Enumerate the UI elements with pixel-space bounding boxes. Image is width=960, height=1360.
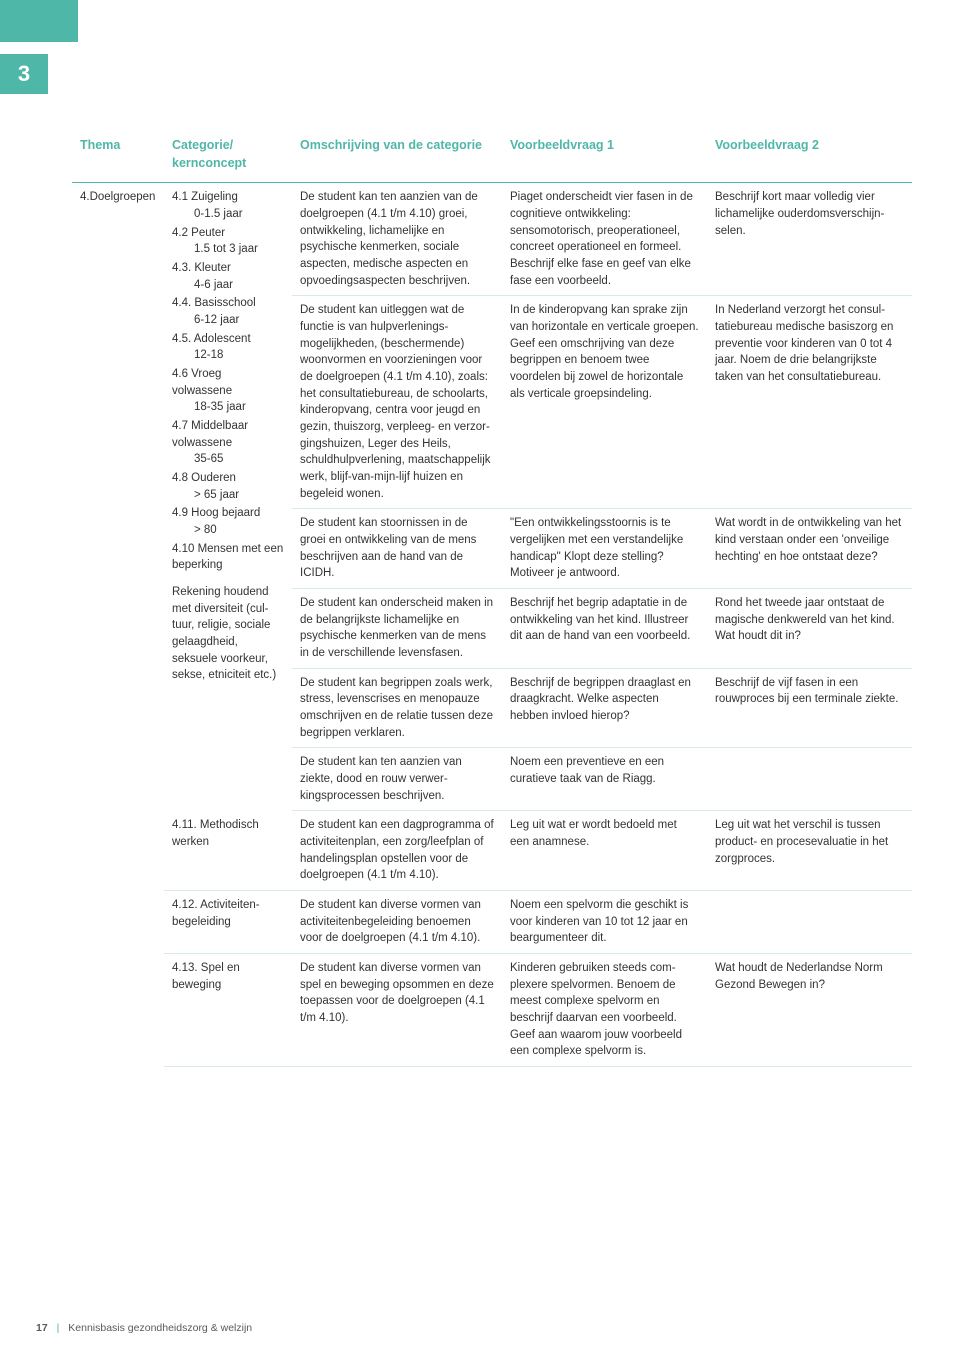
- doelgroep-item: 4.10 Mensen met een beperking: [172, 541, 284, 574]
- doelgroep-item-sub: 12-18: [172, 347, 284, 364]
- footer: 17 | Kennisbasis gezondheidszorg & welzi…: [36, 1321, 252, 1336]
- cell-vv1: Beschrijf het begrip adaptatie in de ont…: [502, 589, 707, 669]
- doelgroep-item-label: 4.7 Middelbaar volwassene: [172, 418, 284, 451]
- cell-omschrijving: De student kan onderscheid maken in de b…: [292, 589, 502, 669]
- cell-vv2: In Nederland verzorgt het consul­tatiebu…: [707, 296, 912, 509]
- cell-vv2: Beschrijf kort maar volledig vier licham…: [707, 183, 912, 296]
- cell-omschrijving: De student kan diverse vormen van spel e…: [292, 954, 502, 1067]
- table-row: 4.11. Methodisch werken De student kan e…: [72, 811, 912, 891]
- cell-vv2: [707, 748, 912, 811]
- cell-vv1: Piaget onderscheidt vier fasen in de cog…: [502, 183, 707, 296]
- doelgroep-item-sub: 35-65: [172, 451, 284, 468]
- cell-categorie: 4.13. Spel en beweging: [164, 954, 292, 1067]
- categorie-note: Rekening houdend met diversiteit (cul­tu…: [172, 584, 284, 684]
- doelgroep-item-label: 4.2 Peuter: [172, 225, 225, 242]
- doelgroep-item: 4.4. Basisschool6-12 jaar: [172, 295, 284, 328]
- doelgroep-item-sub: 6-12 jaar: [172, 312, 284, 329]
- cell-omschrijving: De student kan ten aanzien van ziekte, d…: [292, 748, 502, 811]
- doelgroep-item-label: 4.9 Hoog bejaard: [172, 505, 260, 522]
- col-categorie: Categorie/ kernconcept: [164, 130, 292, 183]
- cell-vv1: Leg uit wat er wordt bedoeld met een ana…: [502, 811, 707, 891]
- cell-vv1: Beschrijf de begrippen draaglast en draa…: [502, 668, 707, 748]
- cell-vv2: Wat houdt de Nederlandse Norm Gezond Bew…: [707, 954, 912, 1067]
- cell-categorie: 4.11. Methodisch werken: [164, 811, 292, 891]
- cell-vv1: Noem een preventieve en een curatieve ta…: [502, 748, 707, 811]
- chapter-tab: 3: [0, 54, 48, 94]
- table-row: 4.Doelgroepen 4.1 Zuigeling0-1.5 jaar4.2…: [72, 183, 912, 296]
- doelgroep-item-sub: 1.5 tot 3 jaar: [172, 241, 284, 258]
- doelgroep-item-label: 4.3. Kleuter: [172, 260, 231, 277]
- doelgroep-item-sub: 4-6 jaar: [172, 277, 284, 294]
- doelgroep-item-label: 4.10 Mensen met een beperking: [172, 541, 284, 574]
- cell-categorie-main: 4.1 Zuigeling0-1.5 jaar4.2 Peuter1.5 tot…: [164, 183, 292, 811]
- page-number: 17: [36, 1322, 48, 1334]
- doelgroep-item: 4.5. Adolescent12-18: [172, 331, 284, 364]
- cell-vv2: [707, 891, 912, 954]
- col-voorbeeldvraag-2: Voorbeeldvraag 2: [707, 130, 912, 183]
- table-row: 4.13. Spel en beweging De student kan di…: [72, 954, 912, 1067]
- doelgroep-item-sub: > 65 jaar: [172, 487, 284, 504]
- cell-omschrijving: De student kan een dagpro­gramma of acti…: [292, 811, 502, 891]
- cell-vv2: Leg uit wat het verschil is tussen produ…: [707, 811, 912, 891]
- page: 3 Thema Categorie/ kernconcept Omschrijv…: [0, 0, 960, 1360]
- doelgroep-item: 4.6 Vroeg volwassene18-35 jaar: [172, 366, 284, 416]
- table-row: 4.12. Activiteiten­begeleiding De studen…: [72, 891, 912, 954]
- footer-separator: |: [57, 1322, 60, 1334]
- doelgroep-item-sub: > 80: [172, 522, 284, 539]
- doelgroep-item: 4.8 Ouderen> 65 jaar: [172, 470, 284, 503]
- doelgroep-item: 4.7 Middelbaar volwassene35-65: [172, 418, 284, 468]
- cell-vv1: "Een ontwikkelingsstoornis is te vergeli…: [502, 509, 707, 589]
- chapter-number: 3: [18, 58, 30, 90]
- doelgroep-item: 4.1 Zuigeling0-1.5 jaar: [172, 189, 284, 222]
- main-content: Thema Categorie/ kernconcept Omschrijvin…: [72, 130, 912, 1067]
- cell-vv1: In de kinderopvang kan sprake zijn van h…: [502, 296, 707, 509]
- doelgroep-item-label: 4.5. Adolescent: [172, 331, 251, 348]
- doelgroep-item-label: 4.6 Vroeg volwassene: [172, 366, 284, 399]
- doelgroep-item-label: 4.4. Basisschool: [172, 295, 256, 312]
- col-thema: Thema: [72, 130, 164, 183]
- cell-vv2: Beschrijf de vijf fasen in een rouwproce…: [707, 668, 912, 748]
- col-omschrijving: Omschrijving van de categorie: [292, 130, 502, 183]
- cell-omschrijving: De student kan begrippen zoals werk, str…: [292, 668, 502, 748]
- cell-vv2: Wat wordt in de ontwikkeling van het kin…: [707, 509, 912, 589]
- cell-omschrijving: De student kan diverse vormen van activi…: [292, 891, 502, 954]
- doelgroep-item-label: 4.1 Zuigeling: [172, 189, 238, 206]
- cell-omschrijving: De student kan stoornissen in de groei e…: [292, 509, 502, 589]
- header-tab-block: [0, 0, 78, 42]
- col-voorbeeldvraag-1: Voorbeeldvraag 1: [502, 130, 707, 183]
- cell-thema: 4.Doelgroepen: [72, 183, 164, 1067]
- doc-title: Kennisbasis gezondheidszorg & welzijn: [68, 1322, 252, 1334]
- doelgroep-item-label: 4.8 Ouderen: [172, 470, 236, 487]
- doelgroep-item-sub: 0-1.5 jaar: [172, 206, 284, 223]
- doelgroep-list: 4.1 Zuigeling0-1.5 jaar4.2 Peuter1.5 tot…: [172, 189, 284, 574]
- table-header-row: Thema Categorie/ kernconcept Omschrijvin…: [72, 130, 912, 183]
- cell-vv1: Noem een spelvorm die geschikt is voor k…: [502, 891, 707, 954]
- cell-vv2: Rond het tweede jaar ontstaat de magisch…: [707, 589, 912, 669]
- curriculum-table: Thema Categorie/ kernconcept Omschrijvin…: [72, 130, 912, 1067]
- doelgroep-item: 4.3. Kleuter4-6 jaar: [172, 260, 284, 293]
- doelgroep-item: 4.9 Hoog bejaard> 80: [172, 505, 284, 538]
- cell-omschrijving: De student kan uitleggen wat de functie …: [292, 296, 502, 509]
- cell-categorie: 4.12. Activiteiten­begeleiding: [164, 891, 292, 954]
- cell-omschrijving: De student kan ten aanzien van de doelgr…: [292, 183, 502, 296]
- doelgroep-item: 4.2 Peuter1.5 tot 3 jaar: [172, 225, 284, 258]
- doelgroep-item-sub: 18-35 jaar: [172, 399, 284, 416]
- cell-vv1: Kinderen gebruiken steeds com­plexere sp…: [502, 954, 707, 1067]
